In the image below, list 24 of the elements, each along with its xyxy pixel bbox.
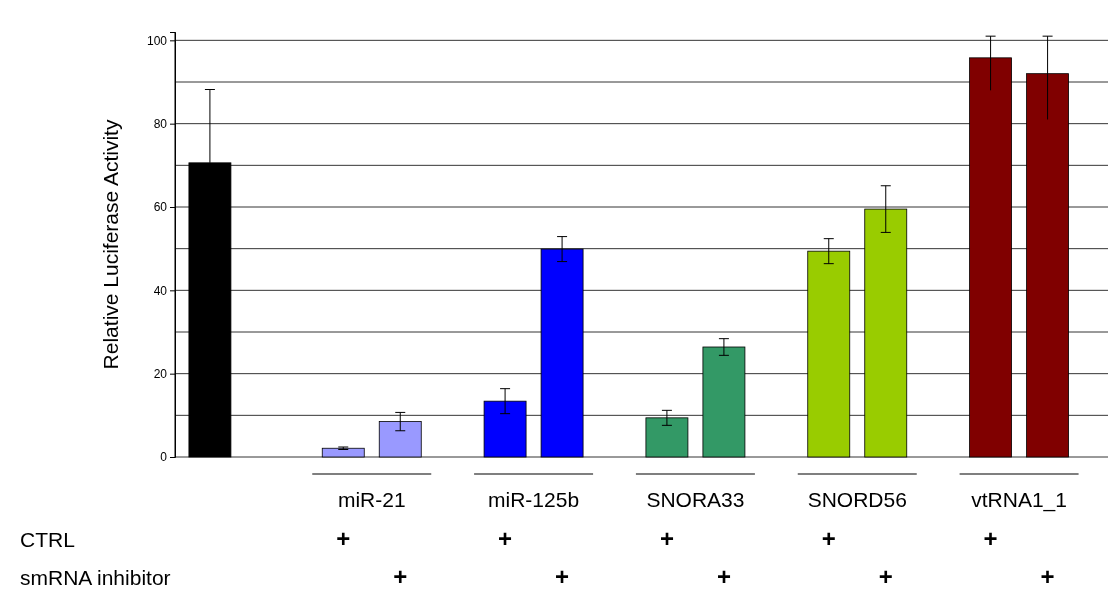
y-tick-label: 80 [153, 117, 168, 132]
data-label: + [878, 563, 893, 590]
y-tick-label: 20 [153, 367, 168, 382]
text: smRNA inhibitor [20, 566, 171, 589]
data-label: + [821, 525, 836, 552]
x-tick-label: SNORD56 [807, 488, 907, 511]
data-label: + [983, 525, 998, 552]
data-label: + [1040, 563, 1055, 590]
data-label: + [498, 525, 513, 552]
y-axis-title: Relative Luciferase Activity [99, 119, 122, 370]
data-label: + [336, 525, 351, 552]
x-tick-label: miR-125b [488, 488, 580, 511]
x-tick-label: vtRNA1_1 [971, 488, 1067, 512]
y-tick-label: 0 [160, 450, 168, 465]
data-label: + [555, 563, 570, 590]
text: CTRL [20, 528, 75, 551]
y-tick-label: 100 [146, 33, 168, 48]
y-tick-label: 40 [153, 283, 168, 298]
x-tick-label: SNORA33 [646, 488, 745, 511]
data-label: + [393, 563, 408, 590]
x-tick-label: miR-21 [337, 488, 406, 511]
y-tick-label: 60 [153, 200, 168, 215]
data-label: + [659, 525, 674, 552]
data-label: + [716, 563, 731, 590]
